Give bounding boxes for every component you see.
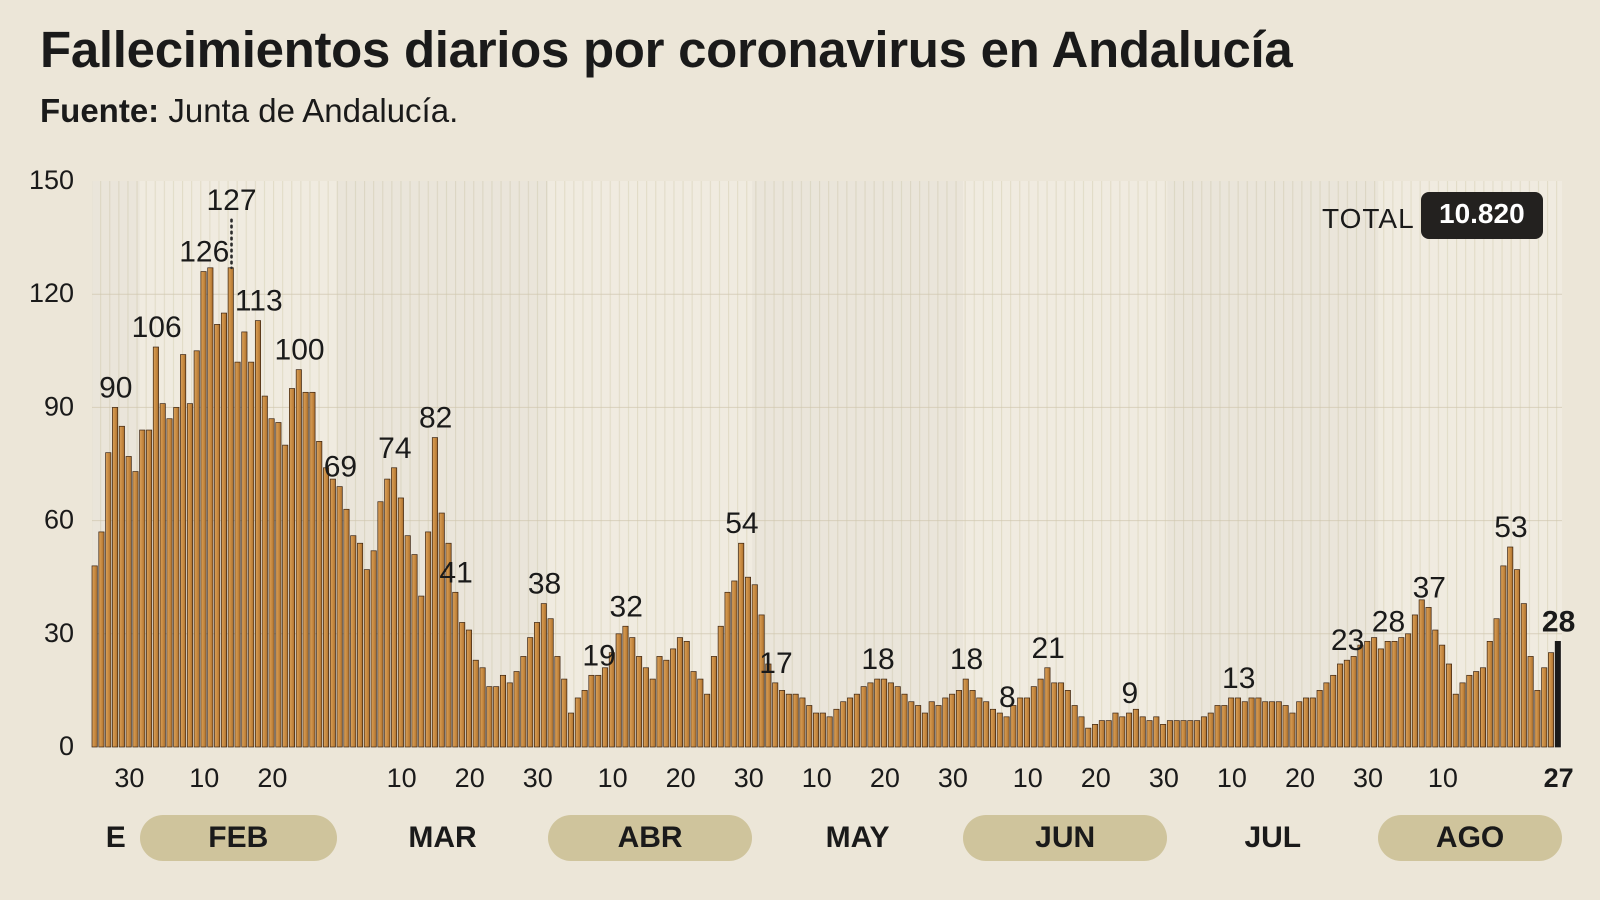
svg-text:20: 20 — [666, 763, 696, 793]
svg-text:127: 127 — [206, 184, 256, 217]
svg-text:82: 82 — [419, 402, 452, 435]
svg-text:18: 18 — [950, 643, 983, 676]
svg-text:20: 20 — [870, 763, 900, 793]
svg-text:10: 10 — [1013, 763, 1043, 793]
svg-text:20: 20 — [1081, 763, 1111, 793]
svg-text:30: 30 — [44, 618, 74, 648]
svg-text:0: 0 — [59, 731, 74, 761]
svg-text:8: 8 — [999, 681, 1016, 714]
svg-text:10: 10 — [598, 763, 628, 793]
svg-text:21: 21 — [1031, 632, 1064, 665]
svg-text:120: 120 — [29, 278, 74, 308]
svg-text:41: 41 — [439, 556, 472, 589]
svg-text:90: 90 — [99, 371, 132, 404]
svg-text:90: 90 — [44, 391, 74, 421]
svg-text:100: 100 — [275, 334, 325, 367]
svg-text:30: 30 — [1149, 763, 1179, 793]
svg-text:17: 17 — [759, 647, 792, 680]
svg-text:150: 150 — [29, 165, 74, 195]
svg-text:30: 30 — [114, 763, 144, 793]
svg-text:69: 69 — [324, 451, 357, 484]
svg-text:30: 30 — [734, 763, 764, 793]
svg-text:18: 18 — [861, 643, 894, 676]
svg-text:20: 20 — [455, 763, 485, 793]
svg-text:20: 20 — [257, 763, 287, 793]
svg-text:10: 10 — [802, 763, 832, 793]
svg-text:38: 38 — [528, 568, 561, 601]
svg-text:30: 30 — [1353, 763, 1383, 793]
svg-text:28: 28 — [1542, 605, 1575, 638]
svg-text:113: 113 — [235, 285, 283, 318]
svg-text:30: 30 — [938, 763, 968, 793]
svg-text:60: 60 — [44, 505, 74, 535]
svg-text:23: 23 — [1331, 624, 1364, 657]
svg-text:106: 106 — [132, 311, 182, 344]
svg-text:10: 10 — [1217, 763, 1247, 793]
svg-text:32: 32 — [610, 590, 643, 623]
svg-text:20: 20 — [1285, 763, 1315, 793]
svg-text:13: 13 — [1222, 662, 1255, 695]
svg-text:30: 30 — [523, 763, 553, 793]
svg-text:53: 53 — [1494, 511, 1527, 544]
svg-text:126: 126 — [179, 236, 229, 269]
svg-text:37: 37 — [1413, 571, 1446, 604]
svg-text:27: 27 — [1544, 763, 1574, 793]
svg-text:19: 19 — [582, 639, 615, 672]
svg-text:10: 10 — [387, 763, 417, 793]
svg-text:74: 74 — [378, 432, 411, 465]
svg-text:54: 54 — [725, 507, 758, 540]
svg-text:10: 10 — [1428, 763, 1458, 793]
svg-text:10: 10 — [189, 763, 219, 793]
svg-text:9: 9 — [1122, 677, 1139, 710]
svg-text:28: 28 — [1372, 605, 1405, 638]
